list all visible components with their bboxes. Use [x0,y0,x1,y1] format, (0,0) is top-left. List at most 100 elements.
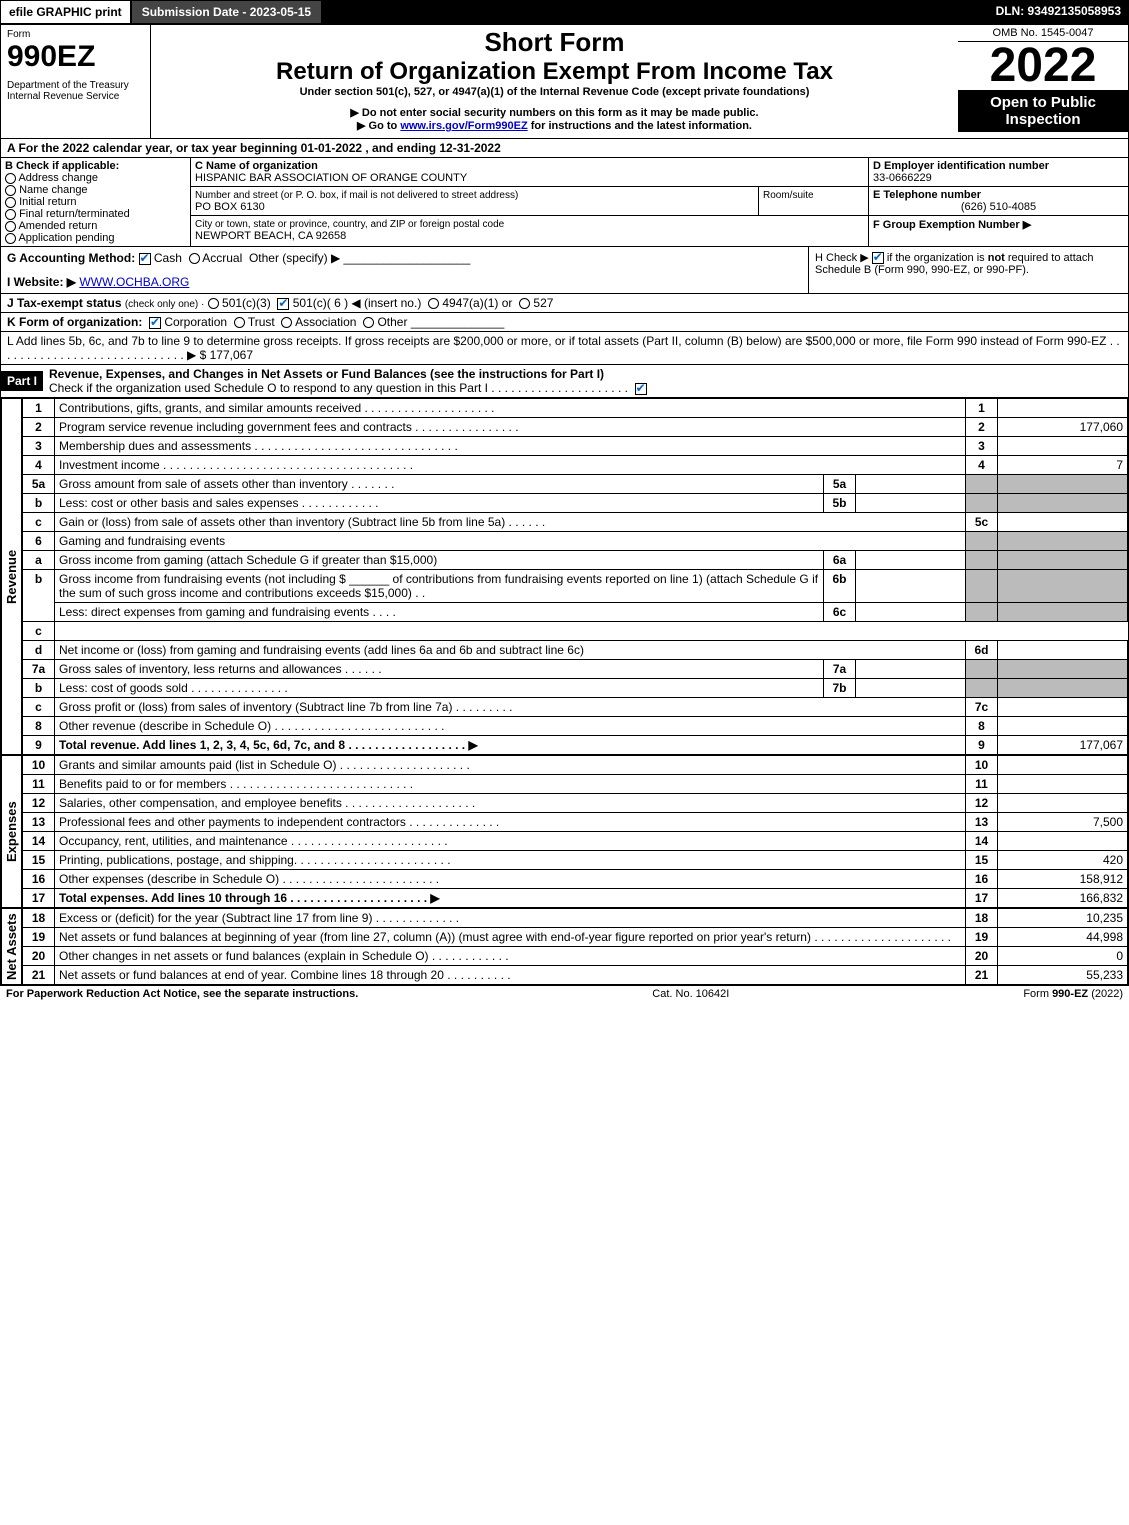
row-rnum: 12 [966,794,998,813]
row-val: 177,067 [998,736,1128,755]
footer-right-form: 990-EZ [1052,988,1088,1000]
application-pending-radio[interactable] [5,233,16,244]
f-block: F Group Exemption Number ▶ [869,216,1128,233]
row-val [998,603,1128,622]
k-other-radio[interactable] [363,317,374,328]
row-rnum: 14 [966,832,998,851]
tax-year: 2022 [958,42,1128,90]
table-row: 16Other expenses (describe in Schedule O… [23,870,1128,889]
row-desc: Total revenue. Add lines 1, 2, 3, 4, 5c,… [55,736,966,755]
name-change-radio[interactable] [5,185,16,196]
table-row: cGain or (loss) from sale of assets othe… [23,513,1128,532]
h-checkbox[interactable] [872,252,884,264]
form-number: 990EZ [7,40,144,74]
row-val: 10,235 [998,909,1128,928]
goto-link[interactable]: www.irs.gov/Form990EZ [400,120,527,132]
row-desc: Professional fees and other payments to … [55,813,966,832]
g-accrual: Accrual [202,251,242,265]
row-num: 5a [23,475,55,494]
l-val: 177,067 [210,348,253,362]
row-desc: Gross sales of inventory, less returns a… [55,660,824,679]
row-desc: Benefits paid to or for members . . . . … [55,775,966,794]
row-desc: Less: cost or other basis and sales expe… [55,494,824,513]
table-row: 20Other changes in net assets or fund ba… [23,947,1128,966]
line-a: A For the 2022 calendar year, or tax yea… [1,139,1128,158]
address-change-radio[interactable] [5,173,16,184]
j-501c-checkbox[interactable] [277,298,289,310]
row-val: 177,060 [998,418,1128,437]
row-num: 8 [23,717,55,736]
b-item-5: Application pending [18,232,114,244]
table-row: 2Program service revenue including gover… [23,418,1128,437]
i-label: I Website: ▶ [7,275,76,289]
header-right: OMB No. 1545-0047 2022 Open to Public In… [958,25,1128,138]
row-val [998,698,1128,717]
initial-return-radio[interactable] [5,197,16,208]
j-501c3-radio[interactable] [208,298,219,309]
row-desc: Other revenue (describe in Schedule O) .… [55,717,966,736]
row-num: 15 [23,851,55,870]
row-rnum [966,475,998,494]
mid-num: 5a [824,475,856,494]
gh-row: G Accounting Method: Cash Accrual Other … [1,247,1128,294]
efile-print-label: efile GRAPHIC print [0,0,131,24]
table-row: dNet income or (loss) from gaming and fu… [23,641,1128,660]
g-cash: Cash [154,251,182,265]
room-label: Room/suite [763,190,814,201]
row-rnum: 9 [966,736,998,755]
h-text1: H Check ▶ [815,252,872,264]
table-row: Less: direct expenses from gaming and fu… [23,603,1128,622]
k-corp-checkbox[interactable] [149,317,161,329]
submission-date: Submission Date - 2023-05-15 [131,0,322,24]
j-4947-radio[interactable] [428,298,439,309]
table-row: 1Contributions, gifts, grants, and simil… [23,399,1128,418]
dept-irs: Internal Revenue Service [7,91,144,102]
c-street-wrap: Number and street (or P. O. box, if mail… [191,187,758,215]
table-row: bGross income from fundraising events (n… [23,570,1128,603]
website-link[interactable]: WWW.OCHBA.ORG [79,275,189,289]
row-val [998,570,1128,603]
table-row: 13Professional fees and other payments t… [23,813,1128,832]
row-val: 44,998 [998,928,1128,947]
k-assoc-radio[interactable] [281,317,292,328]
row-sub: c [23,622,55,641]
k-trust-radio[interactable] [234,317,245,328]
org-name: HISPANIC BAR ASSOCIATION OF ORANGE COUNT… [195,172,467,184]
e-label: E Telephone number [873,189,981,201]
footer-left: For Paperwork Reduction Act Notice, see … [6,988,358,1000]
part1-checkbox[interactable] [635,383,647,395]
h-not: not [988,252,1005,264]
table-row: 12Salaries, other compensation, and empl… [23,794,1128,813]
row-val: 7,500 [998,813,1128,832]
row-num: 1 [23,399,55,418]
goto-line: ▶ Go to www.irs.gov/Form990EZ for instru… [155,119,954,132]
j-527-radio[interactable] [519,298,530,309]
row-rnum [966,570,998,603]
row-num: 21 [23,966,55,985]
amended-return-radio[interactable] [5,221,16,232]
col-b: B Check if applicable: Address change Na… [1,158,191,246]
table-row: 8Other revenue (describe in Schedule O) … [23,717,1128,736]
footer-right-pre: Form [1023,988,1052,1000]
col-de: D Employer identification number 33-0666… [868,158,1128,246]
accrual-radio[interactable] [189,253,200,264]
l9-text: Total revenue. Add lines 1, 2, 3, 4, 5c,… [59,738,478,752]
part1-label: Part I [1,371,43,391]
row-val [998,551,1128,570]
cash-checkbox[interactable] [139,253,151,265]
row-num: 14 [23,832,55,851]
table-row: 4Investment income . . . . . . . . . . .… [23,456,1128,475]
row-val: 7 [998,456,1128,475]
b-item-0: Address change [18,172,98,184]
row-val [998,660,1128,679]
row-desc: Less: cost of goods sold . . . . . . . .… [55,679,824,698]
c-street-block: Number and street (or P. O. box, if mail… [191,187,868,216]
k-label: K Form of organization: [7,315,142,329]
netassets-vlabel: Net Assets [1,908,22,985]
g-block: G Accounting Method: Cash Accrual Other … [1,247,808,293]
phone-val: (626) 510-4085 [873,201,1124,213]
expenses-section: Expenses 10Grants and similar amounts pa… [1,755,1128,908]
final-return-radio[interactable] [5,209,16,220]
row-val: 55,233 [998,966,1128,985]
j-o1: 501(c)(3) [222,296,271,310]
